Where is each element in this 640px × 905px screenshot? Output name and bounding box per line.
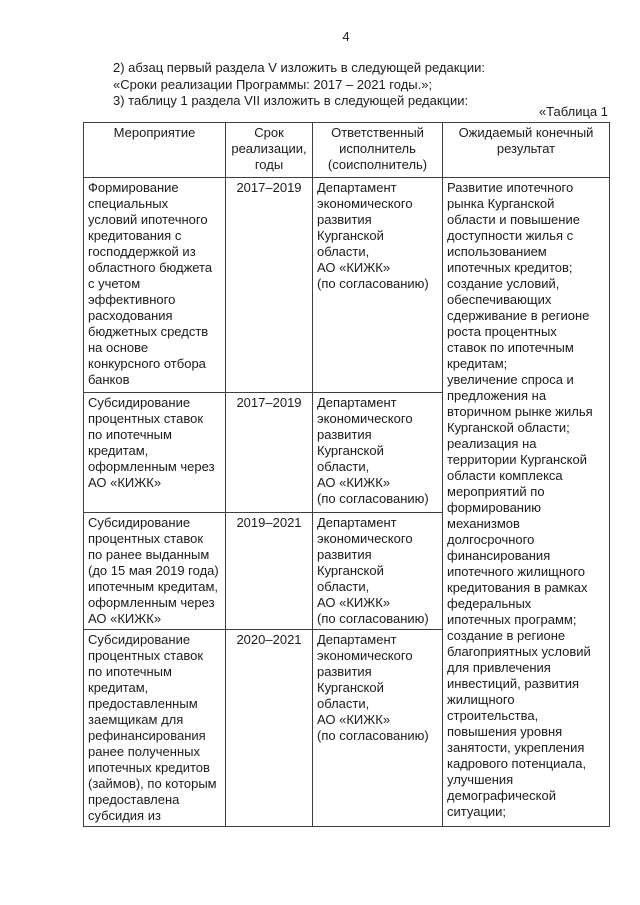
table-row: Субсидирование процентных ставок по ране…: [83, 512, 610, 630]
period-cell: 2017–2019: [225, 392, 313, 513]
col-header-result: Ожидаемый конечный результат: [442, 122, 610, 178]
activity-cell: Субсидирование процентных ставок по ипот…: [83, 392, 226, 513]
table-row: Субсидирование процентных ставок по ипот…: [83, 629, 610, 827]
intro-line-3: 3) таблицу 1 раздела VII изложить в след…: [113, 93, 469, 108]
period-cell: 2020–2021: [225, 629, 313, 827]
period-cell: 2019–2021: [225, 512, 313, 630]
table-row: Формирование специальных условий ипотечн…: [83, 177, 610, 827]
activity-cell: Формирование специальных условий ипотечн…: [83, 177, 226, 393]
table-row: Субсидирование процентных ставок по ипот…: [83, 392, 610, 513]
intro-line-2: «Сроки реализации Программы: 2017 – 2021…: [113, 76, 433, 92]
intro-line-1: 2) абзац первый раздела V изложить в сле…: [113, 60, 485, 75]
col-header-executor: Ответственный исполнитель (соисполнитель…: [312, 122, 443, 178]
amendments-table: Мероприятие Срок реализации, годы Ответс…: [83, 122, 610, 827]
intro-paragraphs: 2) абзац первый раздела V изложить в сле…: [113, 60, 608, 110]
executor-cell: Департамент экономического развития Кург…: [312, 392, 443, 513]
expected-result-cell: Развитие ипотечного рынка Курганской обл…: [442, 177, 610, 827]
activity-cell: Субсидирование процентных ставок по ипот…: [83, 629, 226, 827]
table-header-row: Мероприятие Срок реализации, годы Ответс…: [83, 122, 610, 178]
period-cell: 2017–2019: [225, 177, 313, 393]
activity-cell: Субсидирование процентных ставок по ране…: [83, 512, 226, 630]
executor-cell: Департамент экономического развития Кург…: [312, 512, 443, 630]
executor-cell: Департамент экономического развития Кург…: [312, 177, 443, 393]
col-header-activity: Мероприятие: [83, 122, 226, 178]
page-number: 4: [342, 29, 350, 44]
col-header-period: Срок реализации, годы: [225, 122, 313, 178]
table-caption: «Таблица 1: [538, 104, 608, 119]
executor-cell: Департамент экономического развития Кург…: [312, 629, 443, 827]
